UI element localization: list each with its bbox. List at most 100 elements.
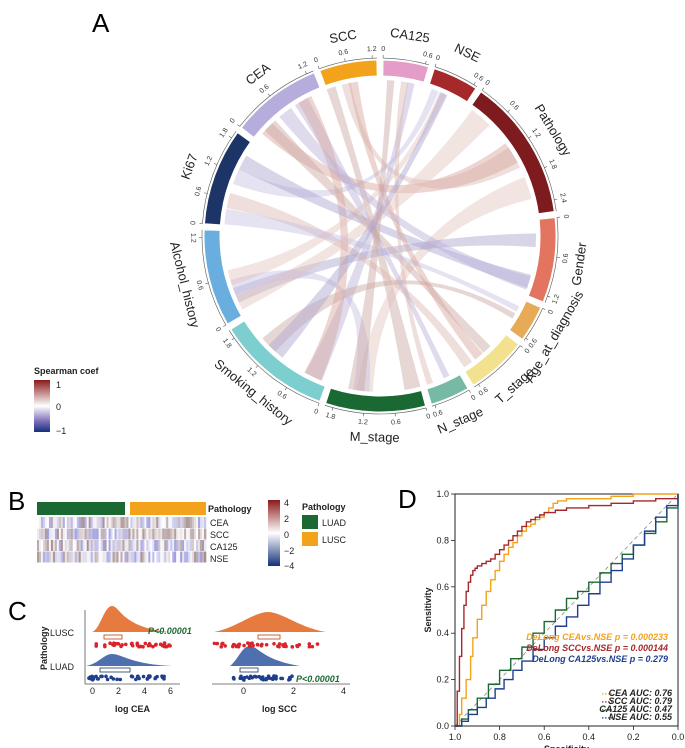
pathology-legend-title: Pathology [302, 502, 346, 512]
rain-dot-lusc [264, 642, 269, 647]
rain-dot-luad [290, 674, 294, 679]
chord-axis-track [481, 89, 557, 212]
heatmap-cell [170, 551, 173, 563]
panel-letter-c: C [8, 596, 27, 626]
rain-left-xtick-0: 0 [90, 686, 95, 696]
chord-tick-label: 0.6 [276, 390, 288, 401]
chord-segment-ca125 [382, 59, 430, 83]
heatmap-cell [94, 551, 97, 563]
heatmap-cell [166, 540, 169, 551]
heatmap-cell [174, 540, 177, 551]
heatmap-cell [74, 528, 78, 540]
heatmap-cell [136, 540, 139, 551]
chord-label-m_stage: M_stage [350, 429, 400, 445]
heatmap-cell [134, 517, 137, 528]
heatmap-cell [110, 551, 113, 563]
heatmap-cell [200, 528, 203, 540]
heatmap-cell [160, 551, 163, 563]
heatmap-cell [126, 551, 129, 563]
rain-right-xtick-2: 2 [291, 686, 296, 696]
heatmap-cell [106, 540, 109, 551]
heatmap-cell [130, 528, 133, 540]
chord-tick-mark [284, 387, 287, 391]
rain-dot-lusc [236, 643, 240, 648]
heatmap-cell [176, 528, 179, 540]
heatmap-cell [78, 528, 82, 540]
rain-dot-lusc [103, 644, 107, 649]
chord-tick-label: 0 [524, 348, 532, 355]
heatmap-cell [158, 517, 161, 528]
chord-axis-track [544, 217, 559, 303]
heatmap-cell [196, 540, 199, 551]
heatmap-colorbar [268, 500, 280, 566]
heatmap-cell [92, 551, 95, 563]
heatmap-cell [170, 528, 173, 540]
heatmap-row-cea: CEA [210, 518, 229, 528]
chord-link [394, 81, 434, 385]
heatmap-cell [182, 528, 185, 540]
roc-curve-1 [455, 494, 679, 727]
heatmap-cell [126, 517, 129, 528]
roc-xtick-label: 0.0 [672, 732, 685, 742]
chord-tick-label: 1.2 [367, 46, 377, 53]
heatmap-cell [204, 551, 207, 563]
heatmap-cell [164, 551, 167, 563]
rain-dot-lusc [219, 644, 224, 649]
heatmap-cell [120, 517, 123, 528]
heatmap-cell [38, 551, 42, 563]
heatmap-cell [194, 528, 197, 540]
heatmap-cell [188, 517, 191, 528]
chord-tick-label: 2.4 [558, 192, 567, 203]
heatmap-cell [46, 551, 50, 563]
heatmap-cell [184, 528, 187, 540]
heatmap-cell [60, 551, 64, 563]
heatmap-cell [142, 551, 145, 563]
heatmap-cell [100, 528, 103, 540]
rain-dot-luad [247, 676, 252, 681]
rain-dot-lusc [168, 644, 172, 648]
rain-lusc-scc-density [214, 612, 326, 632]
rain-dot-luad [95, 676, 100, 681]
roc-xtick-label: 0.8 [493, 732, 506, 742]
chord-tick-label: 0 [381, 46, 385, 53]
rain-dot-luad [141, 674, 146, 679]
heatmap-cell [186, 528, 189, 540]
heatmap-cell [140, 551, 143, 563]
heatmap-cell [132, 551, 135, 563]
chord-tick-label: 0.6 [259, 83, 271, 95]
heatmap-cell [144, 517, 147, 528]
rain-left-xlabel: log CEA [115, 704, 150, 714]
heatmap-cell [52, 551, 56, 563]
heatmap-cell [128, 528, 131, 540]
chord-link [262, 280, 516, 352]
heatmap-cell [148, 517, 151, 528]
heatmap-cell [92, 528, 95, 540]
heatmap-cell [148, 540, 151, 551]
heatmap-cell [104, 517, 107, 528]
heatmap-cell [82, 517, 86, 528]
heatmap-cell [166, 517, 169, 528]
heatmap-cell [46, 528, 50, 540]
heatmap-cell [60, 540, 64, 551]
chord-tick-label: 0.6 [422, 51, 433, 60]
rain-dot-luad [153, 676, 157, 681]
rain-dot-lusc [242, 643, 246, 648]
heatmap-cell [176, 540, 179, 551]
rain-dot-lusc [223, 644, 227, 648]
heatmap-cell [172, 517, 175, 528]
heatmap-cell [156, 528, 159, 540]
roc-xtick-label: 0.2 [627, 732, 640, 742]
heatmap-cell [194, 517, 197, 528]
roc-curve-3 [455, 494, 679, 727]
heatmap-cell [56, 551, 60, 563]
heatmap-cell [190, 551, 193, 563]
heatmap-cell [194, 551, 197, 563]
heatmap-cell [82, 551, 86, 563]
hm-tick-m4: −4 [284, 561, 294, 571]
heatmap-cell [158, 540, 161, 551]
heatmap-cell [122, 528, 125, 540]
rain-lusc-cea-density [92, 606, 170, 632]
heatmap-cell [204, 528, 207, 540]
heatmap-cell [188, 551, 191, 563]
